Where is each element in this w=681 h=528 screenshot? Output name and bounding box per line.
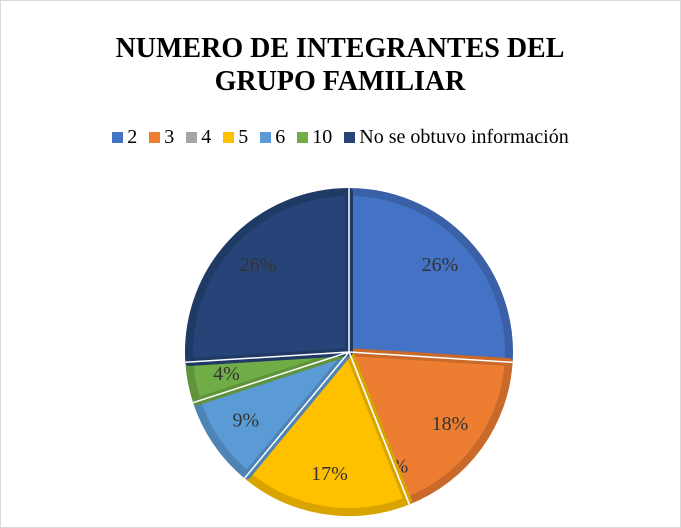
legend-label: 5 xyxy=(238,126,249,148)
pie-slice xyxy=(243,348,412,516)
legend-label: 4 xyxy=(201,126,212,148)
legend-item: No se obtuvo información xyxy=(344,126,569,149)
pie-slice xyxy=(185,188,353,367)
legend-item: 2 xyxy=(112,126,137,149)
legend-item: 10 xyxy=(297,126,332,149)
slice-separator xyxy=(348,351,411,505)
data-label: 17% xyxy=(311,463,348,485)
legend-swatch xyxy=(344,132,356,143)
legend-swatch xyxy=(186,132,198,143)
legend: 2 3 4 5 6 10 No se obtuvo información xyxy=(0,126,681,149)
legend-label: 2 xyxy=(127,126,138,148)
legend-swatch xyxy=(149,132,161,143)
pie-slice xyxy=(345,188,513,367)
legend-label: No se obtuvo información xyxy=(359,126,569,148)
chart-title: NUMERO DE INTEGRANTES DEL GRUPO FAMILIAR xyxy=(115,33,565,97)
data-label: 18% xyxy=(432,413,469,435)
legend-item: 6 xyxy=(260,126,285,149)
legend-item: 4 xyxy=(186,126,211,149)
data-label: 4% xyxy=(213,363,240,385)
slice-separator xyxy=(243,351,350,479)
legend-label: 6 xyxy=(275,126,286,148)
data-label: 26% xyxy=(240,254,277,276)
legend-label: 3 xyxy=(164,126,175,148)
legend-item: 3 xyxy=(149,126,174,149)
data-label: 26% xyxy=(422,254,459,276)
legend-item: 5 xyxy=(223,126,248,149)
legend-swatch xyxy=(260,132,272,143)
legend-swatch xyxy=(223,132,235,143)
slice-separator xyxy=(348,351,513,364)
slice-separator xyxy=(185,351,350,364)
slice-separator xyxy=(192,351,350,404)
legend-swatch xyxy=(112,132,124,143)
pie-slice xyxy=(345,348,513,505)
data-label: 9% xyxy=(232,410,259,432)
legend-swatch xyxy=(297,132,309,143)
legend-label: 10 xyxy=(312,126,333,148)
